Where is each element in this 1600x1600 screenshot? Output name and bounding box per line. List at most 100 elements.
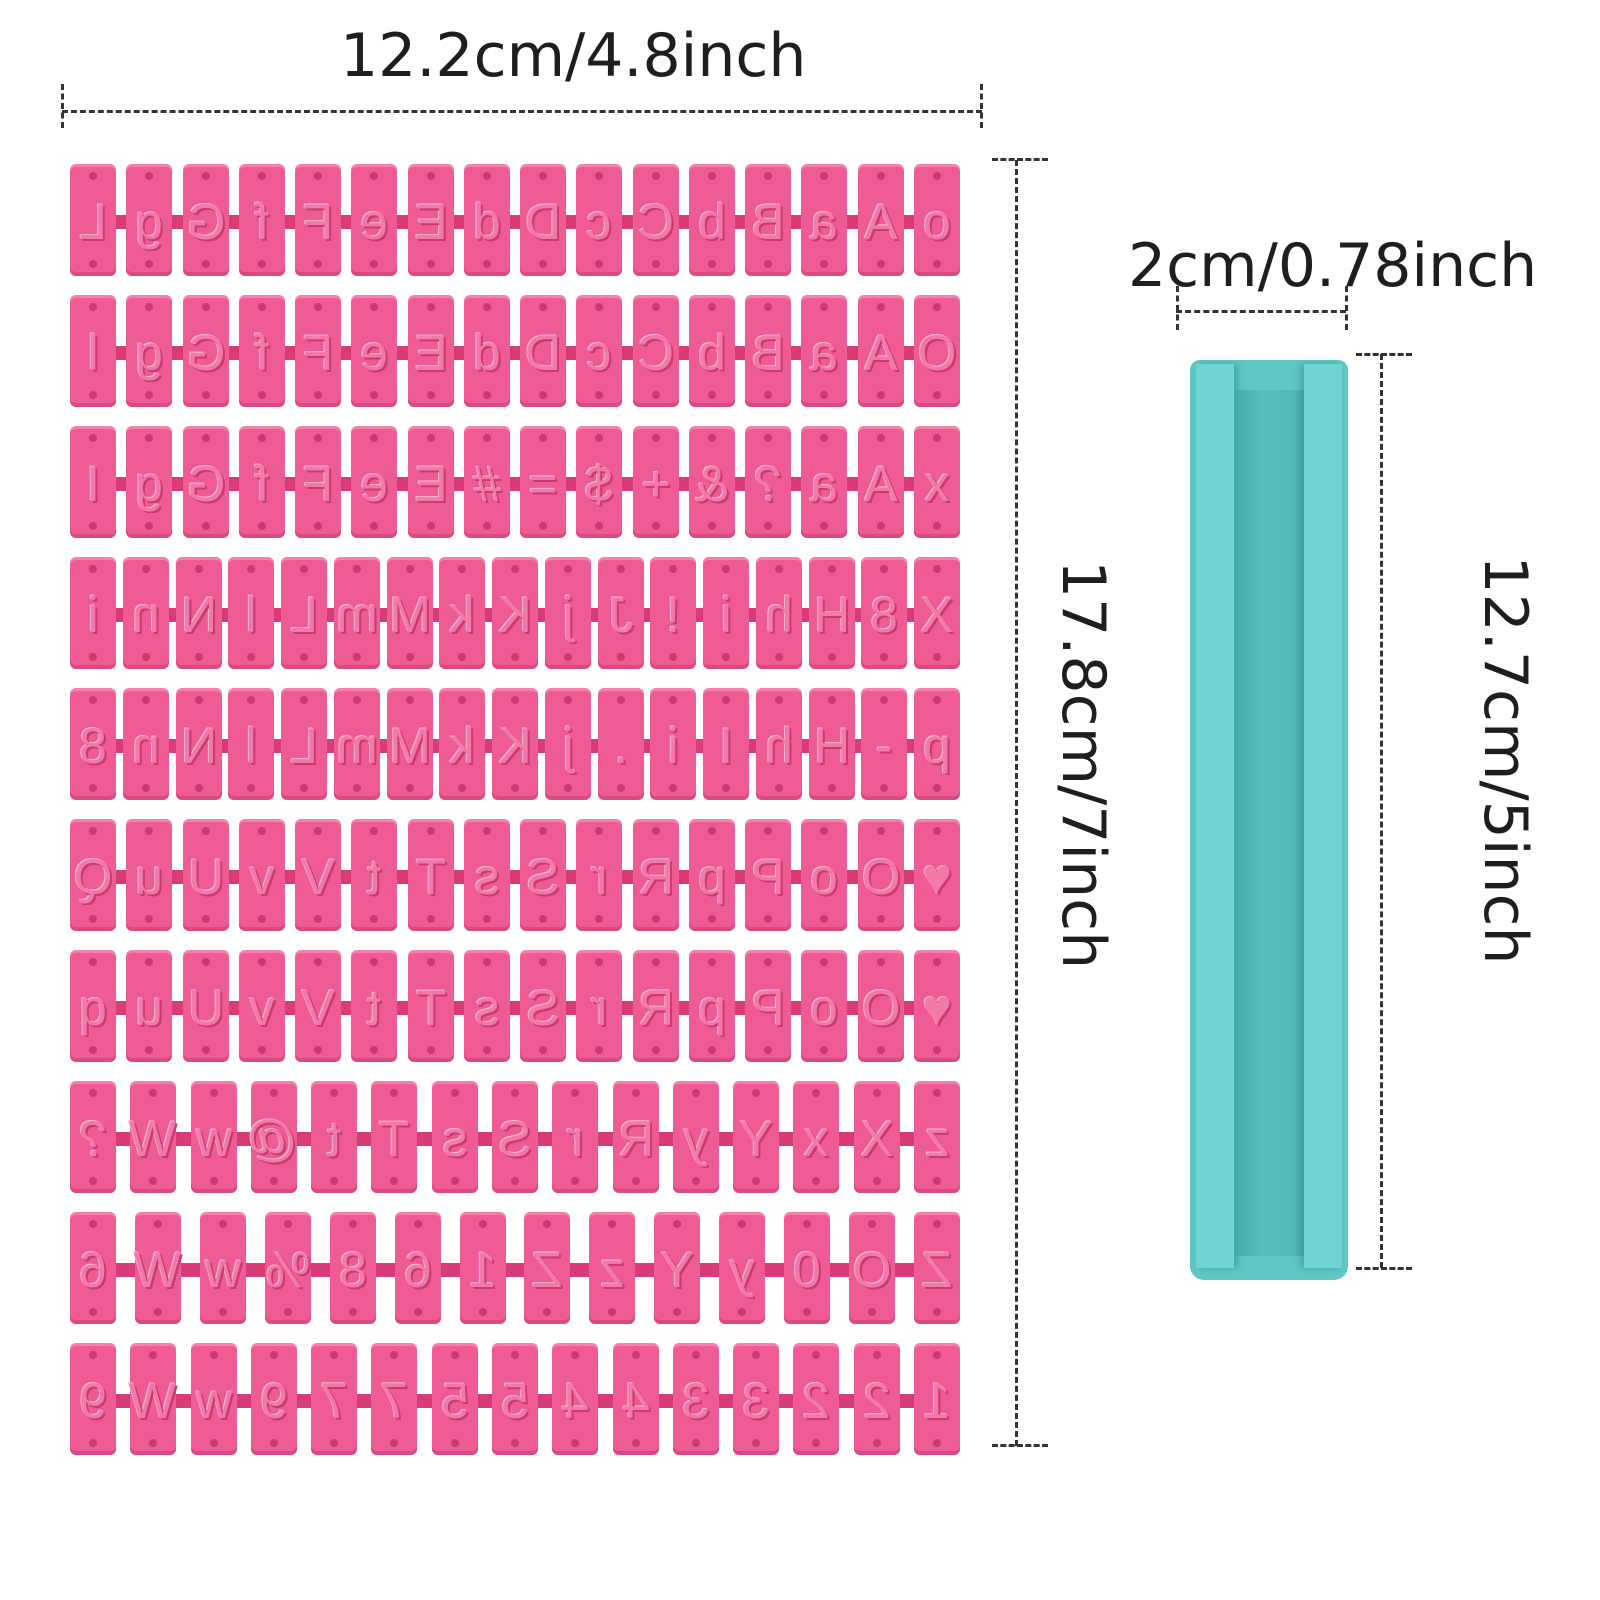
letter-stamp: O [914, 295, 960, 407]
letter-stamp: M [387, 688, 433, 800]
letter-stamp: L [281, 688, 327, 800]
stamp-glyph: t [327, 1111, 341, 1167]
letter-stamp: 7 [371, 1343, 417, 1455]
stamp-glyph: 7 [380, 1373, 408, 1429]
stamp-glyph: w [195, 1373, 233, 1429]
stamp-glyph: ♥ [922, 849, 952, 905]
bar-width-dimension-line [1176, 310, 1346, 313]
letter-stamp: t [351, 819, 397, 931]
stamp-glyph: g [135, 456, 163, 512]
letter-stamp: c [576, 164, 622, 276]
stamp-glyph: 2 [863, 1373, 891, 1429]
stamp-glyph: s [442, 1111, 468, 1167]
stamp-glyph: ? [754, 456, 782, 512]
stamp-glyph: O [917, 325, 957, 381]
stamp-glyph: u [135, 980, 163, 1036]
letter-stamp: N [176, 557, 222, 669]
sheet-height-tick-bottom [992, 1444, 1048, 1447]
letter-stamp: A [858, 426, 904, 538]
stamp-glyph: 9 [79, 1373, 107, 1429]
letter-stamp: 7 [311, 1343, 357, 1455]
stamp-glyph: + [641, 456, 671, 512]
letter-stamp: 9 [251, 1343, 297, 1455]
stamp-glyph: 6 [404, 1242, 432, 1298]
letter-stamp: t [311, 1081, 357, 1193]
letter-stamp: m [334, 688, 380, 800]
letter-stamp: D [520, 295, 566, 407]
letter-stamp: U [183, 950, 229, 1062]
stamp-row-runner [70, 1001, 960, 1015]
letter-stamp: Y [654, 1212, 700, 1324]
letter-stamp: H [809, 688, 855, 800]
stamp-glyph: D [524, 325, 562, 381]
letter-stamp: e [351, 426, 397, 538]
letter-stamp: ? [745, 426, 791, 538]
letter-stamp: ! [650, 557, 696, 669]
letter-stamp: 6 [70, 1212, 116, 1324]
stamp-glyph: r [590, 980, 608, 1036]
stamp-glyph: S [526, 980, 560, 1036]
letter-stamp: X [854, 1081, 900, 1193]
letter-stamp: O [858, 950, 904, 1062]
letter-stamp: o [801, 819, 847, 931]
stamp-glyph: ! [666, 587, 680, 643]
letter-stamp: y [719, 1212, 765, 1324]
stamp-glyph: 8 [870, 587, 898, 643]
stamp-glyph: = [528, 456, 558, 512]
stamp-glyph: # [473, 456, 501, 512]
letter-stamp: R [633, 950, 679, 1062]
stamp-glyph: C [637, 194, 675, 250]
stamp-glyph: ? [79, 1111, 107, 1167]
letter-stamp: t [351, 950, 397, 1062]
stamp-row-runner [70, 477, 960, 491]
stamp-glyph: H [813, 718, 851, 774]
letter-stamp: M [387, 557, 433, 669]
stamp-glyph: p [923, 718, 951, 774]
letter-stamp: I [703, 688, 749, 800]
letter-stamp: + [633, 426, 679, 538]
letter-stamp: v [239, 950, 285, 1062]
stamp-glyph: V [301, 849, 335, 905]
stamp-glyph: Z [921, 1242, 953, 1298]
stamp-glyph: k [449, 587, 475, 643]
letter-stamp: 2 [793, 1343, 839, 1455]
sheet-width-tick-right [980, 84, 983, 128]
stamp-glyph: O [861, 980, 901, 1036]
stamp-glyph: & [695, 456, 729, 512]
letter-stamp: Q [70, 819, 116, 931]
stamp-glyph: G [186, 325, 226, 381]
stamp-glyph: z [599, 1242, 625, 1298]
stamp-glyph: t [367, 980, 381, 1036]
letter-stamp: g [126, 295, 172, 407]
letter-stamp: S [520, 819, 566, 931]
holder-rail-left [1196, 364, 1234, 1268]
stamp-glyph: T [415, 849, 447, 905]
letter-stamp: C [633, 295, 679, 407]
stamp-glyph: y [683, 1111, 709, 1167]
stamp-glyph: N [180, 718, 218, 774]
stamp-glyph: L [290, 587, 318, 643]
letter-stamp: ♥ [914, 950, 960, 1062]
stamp-glyph: e [360, 194, 388, 250]
stamp-glyph: C [637, 325, 675, 381]
letter-stamp: h [756, 688, 802, 800]
letter-stamp: 1 [914, 1343, 960, 1455]
letter-stamp: @ [246, 1081, 297, 1193]
letter-holder-bar [1190, 360, 1348, 1280]
stamp-row-runner [70, 346, 960, 360]
stamp-glyph: v [249, 980, 275, 1036]
stamp-glyph: i [667, 718, 679, 774]
letter-stamp: G [183, 295, 229, 407]
stamp-glyph: 9 [260, 1373, 288, 1429]
letter-stamp: b [689, 295, 735, 407]
letter-stamp: k [439, 688, 485, 800]
bar-height-tick-top [1356, 353, 1412, 356]
stamp-glyph: - [875, 718, 893, 774]
stamp-glyph: O [861, 849, 901, 905]
letter-stamp: l [70, 295, 116, 407]
